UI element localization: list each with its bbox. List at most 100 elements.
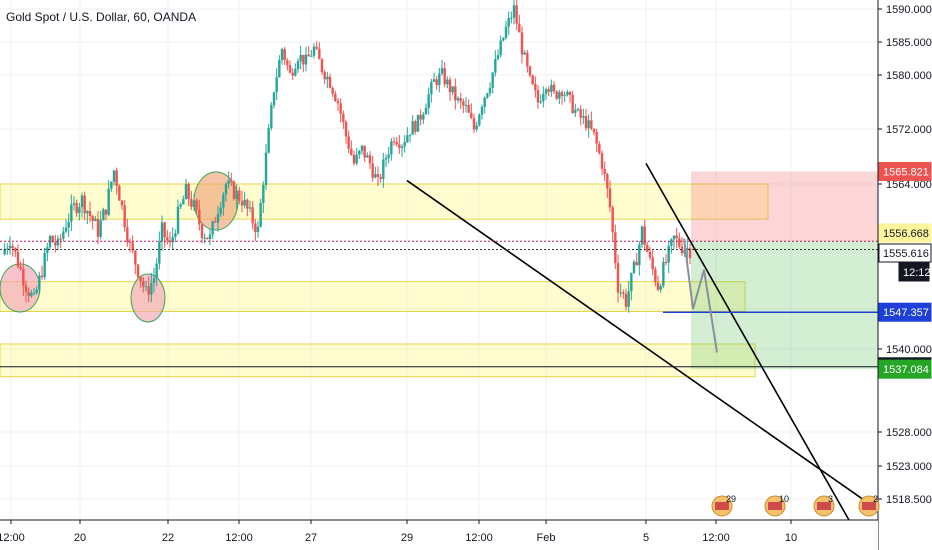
candle-body	[78, 207, 81, 214]
candle-body	[22, 268, 25, 286]
y-tick-label: 1564.000	[886, 179, 932, 191]
candle-body	[640, 226, 644, 245]
candle-body	[227, 180, 230, 185]
candle-body	[496, 55, 500, 60]
candle-body	[51, 236, 54, 243]
candle-body	[187, 183, 190, 199]
candle-body	[88, 211, 92, 217]
event-badge: 3	[813, 494, 835, 517]
price-tag-label: 1537.084	[883, 364, 929, 376]
candle-body	[480, 106, 484, 115]
candle-body	[467, 105, 470, 113]
flag-icon	[862, 502, 876, 510]
candle-body	[368, 155, 372, 164]
price-tag: 1555.616	[878, 243, 932, 263]
candle-body	[83, 195, 86, 214]
candle-body	[360, 145, 364, 151]
candle-body	[296, 61, 300, 70]
x-tick-label: 5	[643, 532, 649, 544]
candle-body	[286, 60, 289, 66]
candle-body	[358, 150, 361, 155]
candle-body	[294, 69, 297, 76]
event-badge-count: 10	[779, 494, 789, 504]
candle-body	[278, 60, 281, 78]
price-tag-bg	[878, 302, 932, 322]
candle-body	[478, 114, 481, 126]
candle-body	[547, 89, 550, 92]
candle-body	[219, 207, 222, 214]
candle-body	[128, 241, 132, 243]
candle-body	[299, 54, 302, 62]
candle-body	[472, 117, 476, 130]
y-tick-label: 1580.000	[886, 70, 932, 82]
candle-body	[182, 199, 185, 205]
candle-body	[334, 93, 337, 102]
price-tag-label: 1565.821	[883, 166, 929, 178]
candle-body	[166, 237, 169, 241]
candle-body	[11, 245, 14, 249]
candle-body	[259, 202, 262, 227]
candle-body	[608, 188, 612, 208]
candle-body	[155, 263, 158, 279]
candle-body	[336, 101, 340, 104]
candle-body	[616, 263, 620, 293]
candle-body	[638, 244, 641, 266]
candle-body	[624, 293, 628, 307]
candle-body	[262, 184, 265, 203]
candle-body	[363, 145, 366, 158]
y-tick-label: 1518.500	[886, 494, 932, 506]
candle-body	[486, 93, 489, 98]
candle-body	[43, 252, 46, 278]
candle-body	[462, 101, 465, 106]
candle-body	[94, 218, 97, 221]
candle-body	[523, 52, 526, 55]
candle-body	[302, 54, 305, 65]
candle-body	[251, 207, 254, 224]
candle-body	[254, 223, 257, 233]
support-zone	[0, 343, 756, 378]
candle-body	[376, 174, 380, 177]
flag-icon	[817, 502, 831, 510]
candle-body	[235, 190, 238, 199]
candle-body	[366, 155, 369, 158]
candle-body	[67, 221, 70, 228]
candle-body	[504, 26, 508, 38]
candle-body	[246, 199, 249, 209]
x-tick-label: 12:00	[225, 532, 253, 544]
candle-body	[392, 141, 396, 143]
candle-body	[440, 68, 444, 74]
price-tag-bg	[878, 223, 932, 243]
candle-body	[152, 278, 156, 283]
candle-body	[600, 153, 604, 169]
candle-body	[8, 245, 12, 249]
candle-body	[664, 262, 668, 264]
candle-body	[24, 285, 28, 293]
candle-body	[352, 154, 356, 164]
candle-body	[206, 237, 209, 239]
price-tag-bg	[878, 359, 932, 379]
candle-body	[280, 49, 284, 61]
candle-body	[46, 247, 49, 253]
candle-body	[27, 292, 30, 297]
candle-body	[414, 121, 417, 132]
candle-body	[96, 218, 100, 237]
candle-body	[112, 170, 116, 182]
candle-body	[222, 194, 225, 208]
candle-body	[371, 163, 374, 178]
candle-body	[142, 281, 145, 287]
candle-body	[542, 93, 545, 102]
candle-body	[304, 54, 308, 65]
candle-body	[651, 257, 654, 270]
candle-body	[464, 105, 468, 107]
candle-body	[179, 204, 182, 207]
candle-body	[238, 190, 241, 201]
take-profit-zone	[691, 241, 878, 370]
candle-body	[232, 181, 236, 199]
candle-body	[224, 184, 228, 195]
candle-body	[315, 46, 318, 49]
candle-body	[230, 180, 233, 182]
candle-body	[214, 221, 217, 223]
candle-body	[70, 204, 73, 222]
